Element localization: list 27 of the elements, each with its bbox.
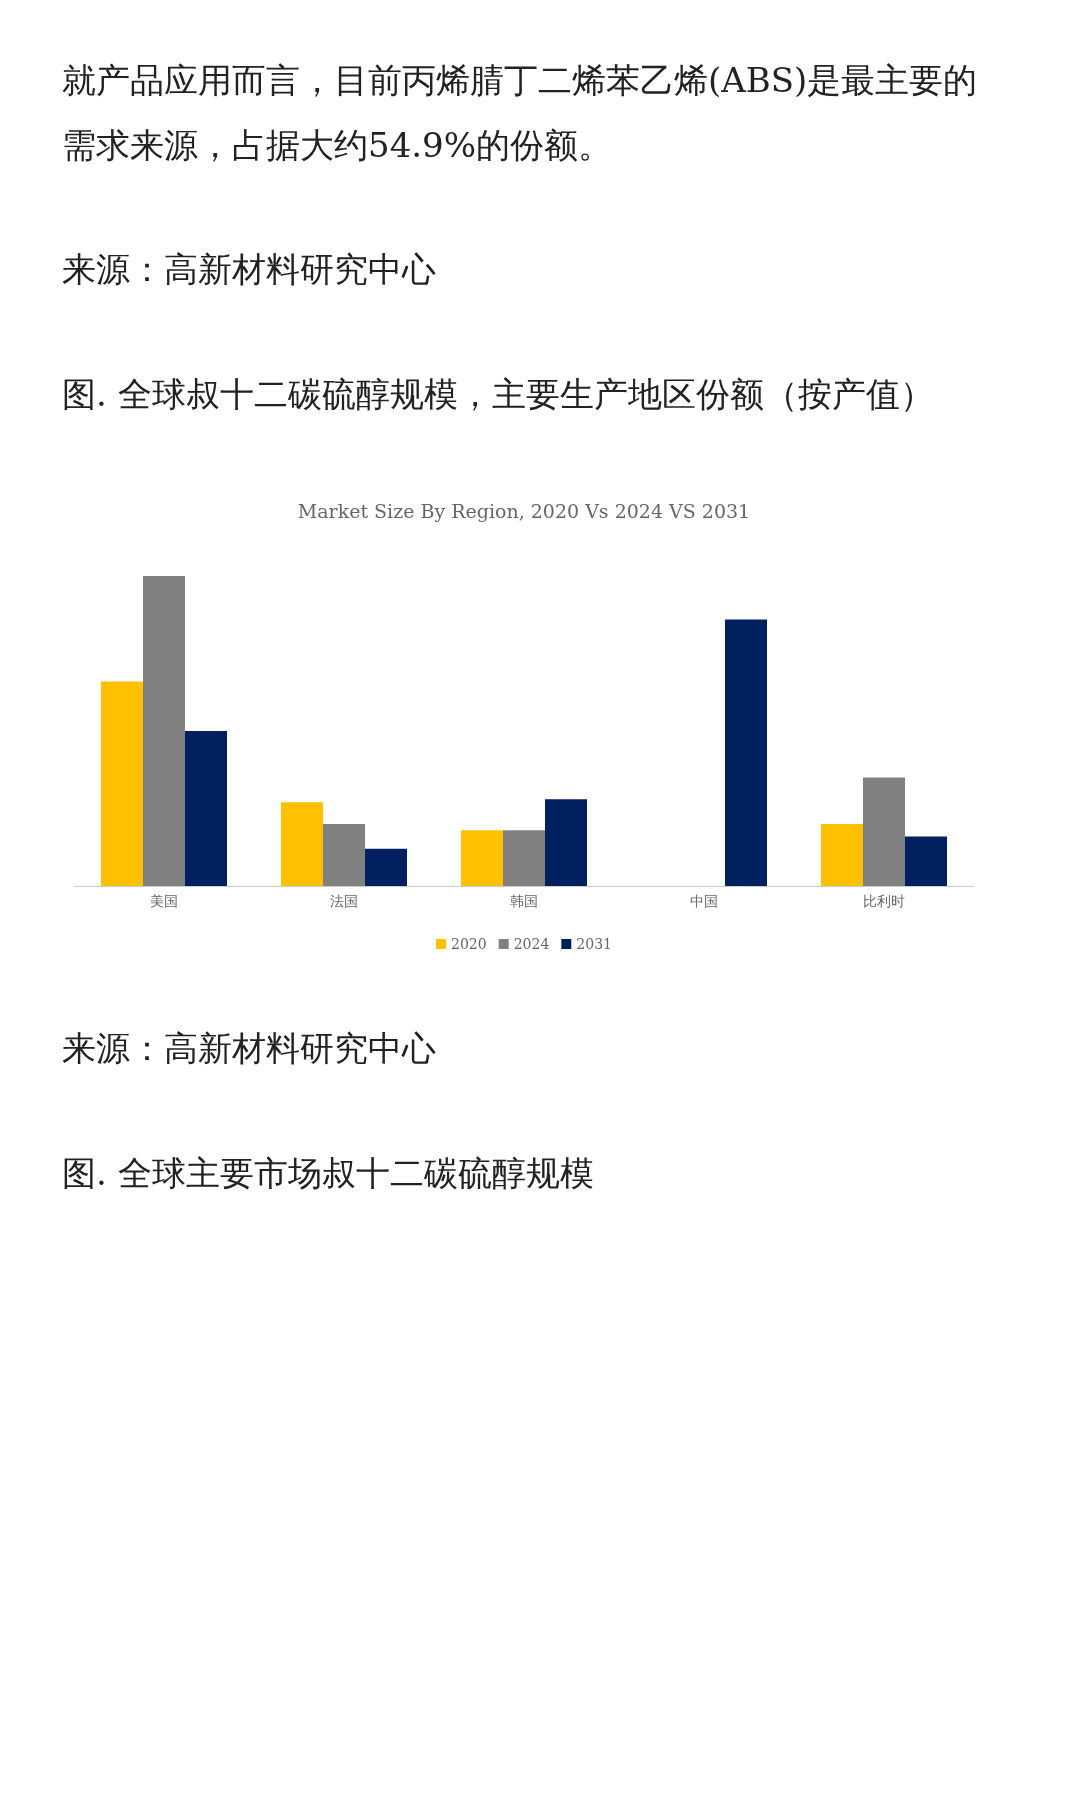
bar xyxy=(821,824,863,887)
text: 图. 全球叔十二碳硫醇规模，主要生产地区份额（按产值） xyxy=(62,372,935,416)
x-tick-label: 美国 xyxy=(150,893,178,910)
chart-title: Market Size By Region, 2020 Vs 2024 VS 2031 xyxy=(297,499,751,522)
bar xyxy=(725,619,767,887)
x-tick-label: 中国 xyxy=(690,893,718,910)
text: 就产品应用而言，目前丙烯腈丁二烯苯乙烯(ABS)是最主要的需求来源，占据大约54.9%的份额。 xyxy=(62,59,979,167)
bar xyxy=(905,836,947,887)
x-tick-label: 法国 xyxy=(330,893,358,910)
bar xyxy=(185,731,227,887)
bar xyxy=(281,802,323,887)
source-note: 来源：高新材料研究中心 xyxy=(62,1027,437,1071)
text: 图. 全球主要市场叔十二碳硫醇规模 xyxy=(62,1151,595,1195)
legend-label: 2024 xyxy=(513,936,550,953)
legend-label: 2020 xyxy=(451,936,487,953)
bar xyxy=(863,777,905,887)
bar xyxy=(101,681,143,887)
bar xyxy=(143,576,185,887)
bar xyxy=(503,830,545,887)
source-note: 来源：高新材料研究中心 xyxy=(62,248,437,292)
x-tick-label: 比利时 xyxy=(863,893,905,910)
bar xyxy=(545,799,587,887)
bar xyxy=(461,830,503,887)
legend-label: 2031 xyxy=(576,936,612,953)
x-tick-label: 韩国 xyxy=(510,893,538,910)
bar xyxy=(323,824,365,887)
bar xyxy=(365,849,407,887)
